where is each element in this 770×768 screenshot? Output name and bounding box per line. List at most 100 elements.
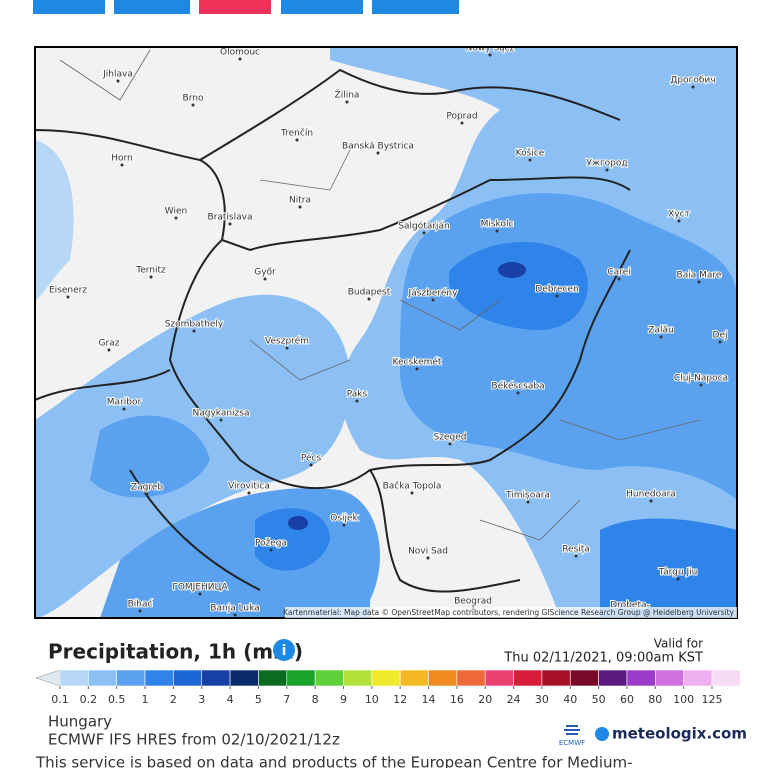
legend-swatch bbox=[541, 669, 571, 687]
legend-swatch bbox=[683, 669, 713, 687]
precip-core bbox=[498, 262, 526, 278]
city-label: Pécs bbox=[301, 453, 322, 464]
city-dot bbox=[342, 523, 346, 527]
city-label: Szeged bbox=[434, 433, 467, 443]
city-dot bbox=[192, 329, 196, 333]
city-dot bbox=[691, 85, 695, 89]
brand[interactable]: meteologix.com bbox=[612, 725, 747, 743]
city-label: Olomouc bbox=[220, 48, 260, 58]
city-dot bbox=[238, 57, 242, 61]
legend-swatch bbox=[59, 669, 89, 687]
city-dot bbox=[174, 216, 178, 220]
city-dot bbox=[495, 229, 499, 233]
legend-swatch bbox=[626, 669, 656, 687]
city-label: Brno bbox=[183, 94, 204, 104]
city-label: Baia Mare bbox=[677, 271, 722, 281]
city-label: Trenčín bbox=[280, 128, 313, 139]
legend-swatch bbox=[258, 669, 288, 687]
city-label: Horn bbox=[111, 154, 133, 164]
legend-swatch bbox=[399, 669, 429, 687]
city-label: Bihać bbox=[128, 599, 153, 610]
model-run: ECMWF IFS HRES from 02/10/2021/12z bbox=[48, 731, 340, 749]
nav-button[interactable] bbox=[281, 0, 363, 14]
precip-area bbox=[255, 508, 330, 571]
city-label: Hunedoara bbox=[626, 490, 676, 500]
nav-button[interactable] bbox=[114, 0, 190, 14]
city-label: Miskolc bbox=[481, 220, 514, 230]
city-dot bbox=[191, 103, 195, 107]
city-dot bbox=[431, 298, 435, 302]
city-label: Banská Bystrica bbox=[342, 142, 414, 152]
city-dot bbox=[605, 168, 609, 172]
city-label: Carei bbox=[607, 268, 630, 278]
city-label: Paks bbox=[347, 390, 368, 400]
precip-core bbox=[288, 516, 308, 530]
city-dot bbox=[699, 383, 703, 387]
city-dot bbox=[66, 295, 70, 299]
city-dot bbox=[355, 399, 359, 403]
regions bbox=[59, 49, 701, 541]
legend-tick-label: 5 bbox=[255, 693, 262, 706]
ecmwf-text: ECMWF bbox=[559, 739, 585, 747]
legend-tick-label: 2 bbox=[170, 693, 177, 706]
city-label: Timișoara bbox=[505, 491, 550, 501]
city-dot bbox=[285, 346, 289, 350]
city-label: ГОМЈЕНИЦА bbox=[172, 583, 228, 593]
valid-label: Valid for bbox=[654, 637, 703, 651]
precip-area bbox=[35, 140, 74, 300]
city-dot bbox=[247, 491, 251, 495]
nav-button[interactable] bbox=[372, 0, 459, 14]
precip-area bbox=[90, 415, 210, 498]
legend-swatch bbox=[428, 669, 458, 687]
city-dot bbox=[677, 219, 681, 223]
city-label: Novi Sad bbox=[408, 547, 448, 557]
city-labels: Olomouc Nowy Sącz Дрогобич Jihlava Brno Žilin… bbox=[48, 47, 729, 617]
city-dot bbox=[233, 613, 237, 617]
city-dot bbox=[376, 151, 380, 155]
city-label: Bačka Topola bbox=[383, 481, 442, 492]
region: Hungary bbox=[48, 713, 112, 731]
city-label: Cluj-Napoca bbox=[674, 374, 728, 384]
legend-tick-label: 0.2 bbox=[80, 693, 98, 706]
legend-tick-label: 80 bbox=[648, 693, 662, 706]
info-icon[interactable] bbox=[273, 639, 295, 661]
city-dot bbox=[116, 79, 120, 83]
legend-swatch bbox=[116, 669, 146, 687]
city-dot bbox=[488, 53, 492, 57]
city-label: Požega bbox=[255, 539, 287, 549]
city-label: Nagykanizsa bbox=[193, 409, 250, 419]
city-label: Ternitz bbox=[135, 266, 166, 276]
city-label: Osijek bbox=[330, 514, 358, 524]
city-dot bbox=[516, 391, 520, 395]
city-label: Kecskemét bbox=[393, 357, 442, 368]
city-dot bbox=[120, 163, 124, 167]
nav-button[interactable] bbox=[33, 0, 105, 14]
valid-time: Thu 02/11/2021, 09:00am KST bbox=[503, 651, 703, 666]
city-dot bbox=[422, 231, 426, 235]
city-dot bbox=[122, 407, 126, 411]
map-body: Olomouc Nowy Sącz Дрогобич Jihlava Brno Žilin… bbox=[35, 47, 737, 618]
nav-button[interactable] bbox=[199, 0, 271, 14]
legend-tick-label: 8 bbox=[312, 693, 319, 706]
attribution-bg bbox=[285, 607, 737, 618]
legend-swatch bbox=[484, 669, 514, 687]
city-dot bbox=[526, 500, 530, 504]
legend-swatch bbox=[711, 669, 741, 687]
city-dot bbox=[528, 158, 532, 162]
legend-tick-label: 14 bbox=[422, 693, 436, 706]
city-dot bbox=[460, 121, 464, 125]
city-label: Jászberény bbox=[408, 288, 459, 299]
legend-swatch bbox=[598, 669, 628, 687]
city-dot bbox=[149, 275, 153, 279]
legend-swatch bbox=[173, 669, 203, 687]
city-label: Banja Luka bbox=[210, 604, 259, 614]
city-label: Дрогобич bbox=[670, 76, 715, 86]
city-label: Žilina bbox=[335, 89, 360, 101]
city-label: Poprad bbox=[446, 112, 477, 122]
city-dot bbox=[269, 548, 273, 552]
city-dot bbox=[198, 592, 202, 596]
legend-tick-label: 4 bbox=[227, 693, 234, 706]
city-dot bbox=[697, 280, 701, 284]
legend-swatch bbox=[201, 669, 231, 687]
